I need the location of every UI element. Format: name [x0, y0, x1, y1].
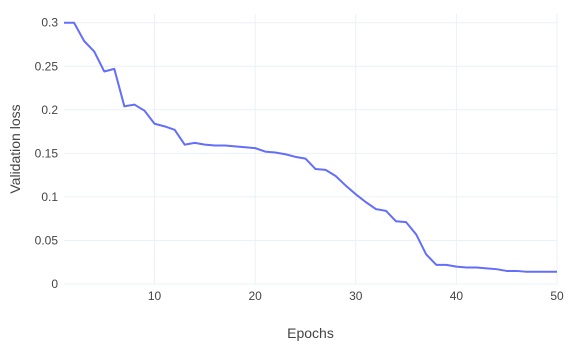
y-tick-label: 0.15 [35, 146, 59, 160]
validation-loss-line [64, 21, 557, 273]
y-axis-ticks: 0 0.05 0.1 0.15 0.2 0.25 0.3 [35, 16, 59, 291]
y-tick-label: 0.2 [41, 103, 58, 117]
x-tick-label: 50 [550, 289, 564, 303]
y-tick-label: 0 [51, 277, 58, 291]
y-axis-title: Validation loss [7, 104, 23, 193]
x-axis-title: Epochs [287, 325, 334, 341]
x-tick-label: 20 [248, 289, 262, 303]
x-tick-label: 10 [148, 289, 162, 303]
y-tick-label: 0.25 [35, 59, 59, 73]
y-tick-label: 0.3 [41, 16, 58, 30]
grid-layer [64, 14, 558, 285]
x-tick-label: 40 [450, 289, 464, 303]
x-tick-label: 30 [349, 289, 363, 303]
y-tick-label: 0.05 [35, 233, 59, 247]
x-axis-ticks: 10 20 30 40 50 [148, 289, 564, 303]
series-layer [64, 21, 557, 273]
y-tick-label: 0.1 [41, 190, 58, 204]
